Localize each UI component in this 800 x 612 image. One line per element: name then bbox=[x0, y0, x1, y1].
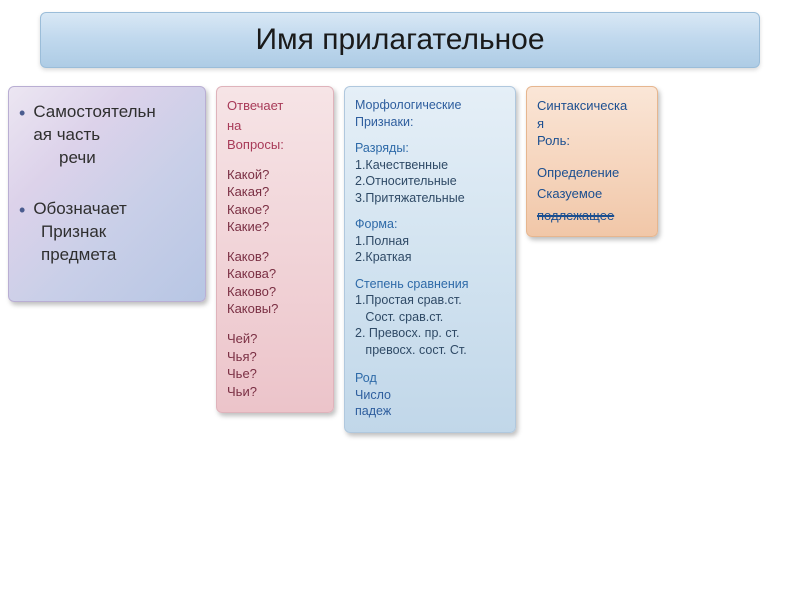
syntax-header-2: я bbox=[537, 115, 649, 133]
question-item: Какова? bbox=[227, 265, 325, 283]
morph-sub-degree: Степень сравнения bbox=[355, 276, 507, 293]
page-title: Имя прилагательное bbox=[255, 23, 544, 56]
bullet-dot-icon: • bbox=[19, 201, 25, 219]
morph-header-1: Морфологические bbox=[355, 97, 507, 114]
title-bar: Имя прилагательное bbox=[40, 12, 760, 68]
questions-group-3: Чей? Чья? Чье? Чьи? bbox=[227, 330, 325, 400]
syntax-word-3-strike: подлежащее bbox=[537, 207, 649, 225]
card-questions: Отвечает на Вопросы: Какой? Какая? Какое… bbox=[216, 86, 334, 413]
question-item: Чье? bbox=[227, 365, 325, 383]
cards-row: • Самостоятельн ая часть речи • Обознача… bbox=[0, 68, 800, 433]
question-item: Каков? bbox=[227, 248, 325, 266]
bullet-2-line3: предмета bbox=[41, 244, 199, 267]
syntax-header-1: Синтаксическа bbox=[537, 97, 649, 115]
morph-item: 2.Относительные bbox=[355, 173, 507, 190]
questions-group-2: Каков? Какова? Каково? Каковы? bbox=[227, 248, 325, 318]
morph-sub-form: Форма: bbox=[355, 216, 507, 233]
morph-item: 1.Качественные bbox=[355, 157, 507, 174]
questions-group-1: Какой? Какая? Какое? Какие? bbox=[227, 166, 325, 236]
morph-item: превосх. сост. Ст. bbox=[355, 342, 507, 359]
question-item: Какие? bbox=[227, 218, 325, 236]
bullet-2: • Обозначает bbox=[19, 198, 199, 221]
card-definition: • Самостоятельн ая часть речи • Обознача… bbox=[8, 86, 206, 302]
bullet-1: • Самостоятельн ая часть bbox=[19, 101, 199, 147]
question-item: Какая? bbox=[227, 183, 325, 201]
syntax-header-3: Роль: bbox=[537, 132, 649, 150]
questions-header-3: Вопросы: bbox=[227, 136, 325, 154]
question-item: Чьи? bbox=[227, 383, 325, 401]
syntax-word-2: Сказуемое bbox=[537, 185, 649, 203]
morph-item: Сост. срав.ст. bbox=[355, 309, 507, 326]
card-syntax: Синтаксическа я Роль: Определение Сказуе… bbox=[526, 86, 658, 237]
morph-tail-3: падеж bbox=[355, 403, 507, 420]
question-item: Какое? bbox=[227, 201, 325, 219]
morph-item: 3.Притяжательные bbox=[355, 190, 507, 207]
question-item: Каковы? bbox=[227, 300, 325, 318]
questions-header-1: Отвечает bbox=[227, 97, 325, 115]
morph-sub-categories: Разряды: bbox=[355, 140, 507, 157]
bullet-dot-icon: • bbox=[19, 104, 25, 122]
questions-header-2: на bbox=[227, 117, 325, 135]
bullet-2-line1: Обозначает bbox=[33, 198, 126, 221]
syntax-word-1: Определение bbox=[537, 164, 649, 182]
morph-item: 2. Превосх. пр. ст. bbox=[355, 325, 507, 342]
question-item: Чья? bbox=[227, 348, 325, 366]
question-item: Чей? bbox=[227, 330, 325, 348]
morph-item: 1.Полная bbox=[355, 233, 507, 250]
bullet-2-line2: Признак bbox=[41, 221, 199, 244]
question-item: Какой? bbox=[227, 166, 325, 184]
morph-item: 1.Простая срав.ст. bbox=[355, 292, 507, 309]
question-item: Каково? bbox=[227, 283, 325, 301]
bullet-1-line3: речи bbox=[59, 147, 199, 170]
bullet-1-text: Самостоятельн ая часть bbox=[33, 101, 155, 147]
bullet-1-line2: ая часть bbox=[33, 124, 155, 147]
morph-tail-1: Род bbox=[355, 370, 507, 387]
morph-tail-2: Число bbox=[355, 387, 507, 404]
bullet-1-line1: Самостоятельн bbox=[33, 101, 155, 124]
morph-item: 2.Краткая bbox=[355, 249, 507, 266]
morph-header-2: Признаки: bbox=[355, 114, 507, 131]
card-morphology: Морфологические Признаки: Разряды: 1.Кач… bbox=[344, 86, 516, 433]
